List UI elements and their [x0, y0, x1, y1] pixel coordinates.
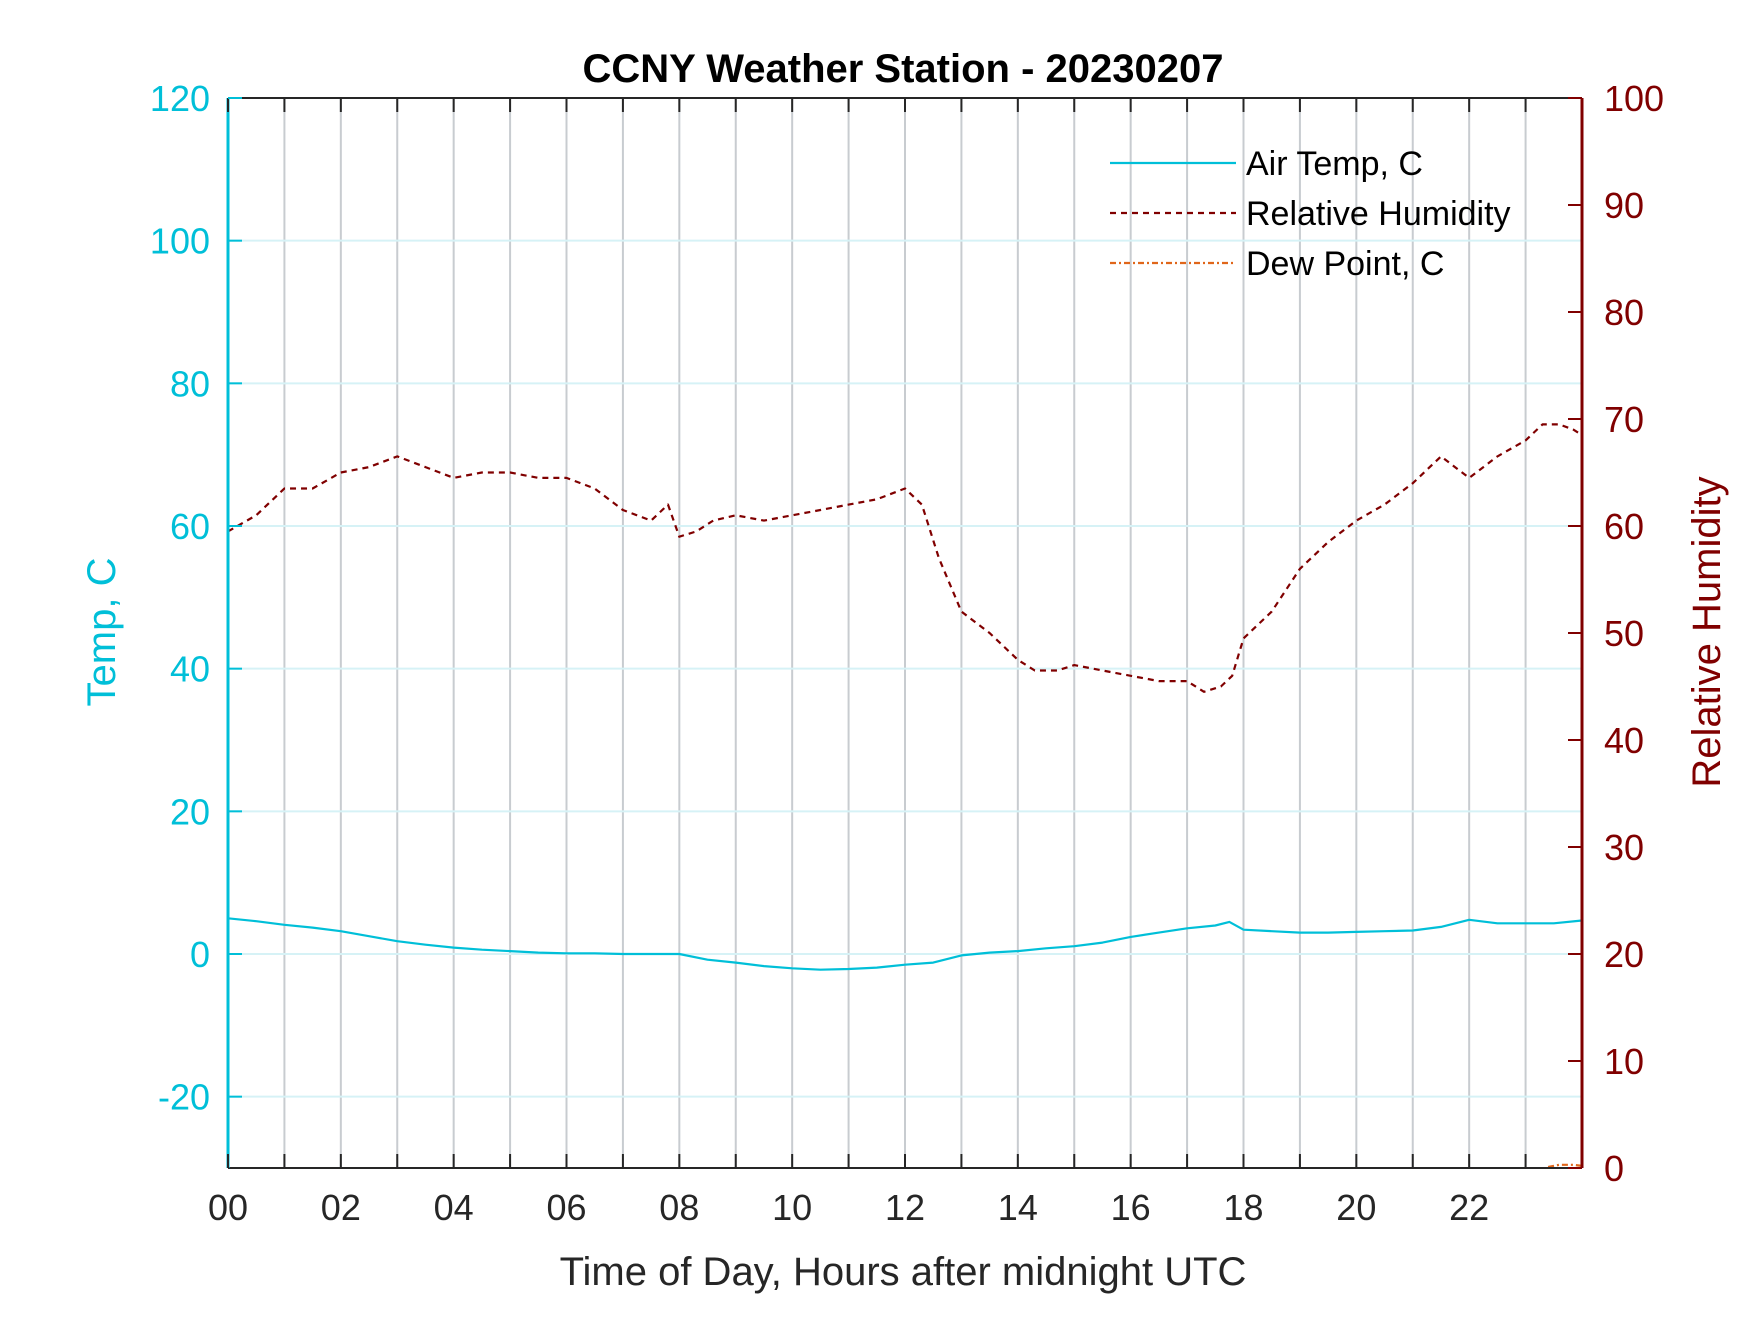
x-tick-label: 22 — [1449, 1187, 1489, 1228]
y-left-tick-label: 60 — [170, 506, 210, 547]
x-tick-label: 02 — [321, 1187, 361, 1228]
y-right-tick-label: 60 — [1604, 506, 1644, 547]
y-right-tick-label: 90 — [1604, 185, 1644, 226]
chart-title: CCNY Weather Station - 20230207 — [583, 47, 1224, 91]
y-right-tick-label: 10 — [1604, 1041, 1644, 1082]
y-axis-left-label: Temp, C — [80, 558, 124, 707]
x-tick-label: 06 — [546, 1187, 586, 1228]
legend: Air Temp, C Relative Humidity Dew Point,… — [1110, 145, 1511, 283]
x-tick-label: 04 — [434, 1187, 474, 1228]
x-tick-label: 18 — [1223, 1187, 1263, 1228]
x-tick-label: 08 — [659, 1187, 699, 1228]
y-right-tick-label: 0 — [1604, 1148, 1624, 1189]
y-right-tick-label: 20 — [1604, 934, 1644, 975]
legend-label-relative-humidity: Relative Humidity — [1246, 195, 1511, 233]
y-axis-right-label: Relative Humidity — [1685, 476, 1729, 787]
y-left-tick-label: 20 — [170, 791, 210, 832]
y-left-tick-label: 120 — [150, 78, 210, 119]
tick-labels: 00 02 04 06 08 10 12 14 16 18 20 22-200204060801001… — [150, 78, 1664, 1228]
series-lines — [227, 423, 1583, 1168]
y-right-tick-label: 100 — [1604, 78, 1664, 119]
x-tick-label: 20 — [1336, 1187, 1376, 1228]
y-right-tick-label: 30 — [1604, 827, 1644, 868]
axes — [226, 97, 1584, 1169]
series-line-relative-humidity — [227, 423, 1583, 693]
y-right-tick-label: 80 — [1604, 292, 1644, 333]
y-left-tick-label: 100 — [150, 221, 210, 262]
y-right-tick-label: 70 — [1604, 399, 1644, 440]
x-tick-label: 14 — [998, 1187, 1038, 1228]
x-tick-label: 10 — [772, 1187, 812, 1228]
legend-label-air-temp: Air Temp, C — [1246, 145, 1423, 183]
y-left-tick-label: -20 — [158, 1077, 210, 1118]
grid-lines — [228, 98, 1582, 1168]
y-left-tick-label: 80 — [170, 363, 210, 404]
legend-label-dew-point: Dew Point, C — [1246, 245, 1444, 283]
series-line-air-temp-c — [227, 917, 1583, 971]
y-left-tick-label: 40 — [170, 649, 210, 690]
x-tick-label: 00 — [208, 1187, 248, 1228]
y-right-tick-label: 40 — [1604, 720, 1644, 761]
x-axis-label: Time of Day, Hours after midnight UTC — [560, 1250, 1247, 1294]
y-left-tick-label: 0 — [190, 934, 210, 975]
x-tick-label: 12 — [885, 1187, 925, 1228]
series-line-dew-point-c — [1547, 1163, 1583, 1168]
y-right-tick-label: 50 — [1604, 613, 1644, 654]
x-tick-label: 16 — [1111, 1187, 1151, 1228]
